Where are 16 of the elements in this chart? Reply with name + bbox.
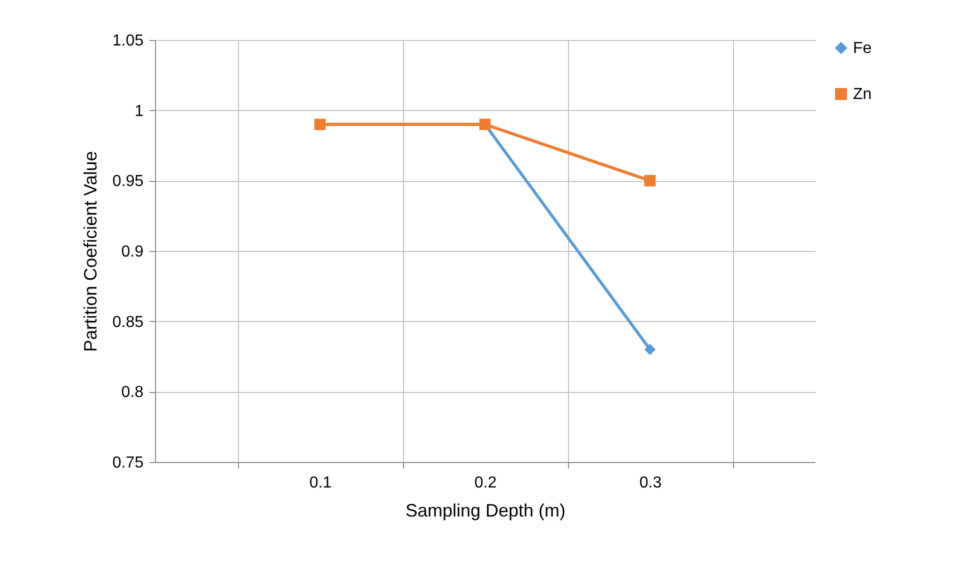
x-tick-label: 0.3 — [639, 474, 662, 492]
legend-label: Fe — [853, 40, 872, 57]
x-axis-title: Sampling Depth (m) — [405, 500, 566, 520]
y-tick-label: 0.85 — [112, 314, 144, 331]
y-axis-title: Partition Coeficient Value — [80, 151, 100, 352]
x-tick-label: 0.2 — [474, 474, 497, 492]
y-tick-label: 0.8 — [121, 384, 144, 402]
x-tick-label: 0.1 — [309, 474, 332, 492]
legend-label: Zn — [853, 86, 872, 103]
y-tick-label: 0.95 — [112, 173, 144, 190]
y-tick-label: 1 — [134, 102, 144, 120]
y-tick-label: 1.05 — [112, 32, 144, 50]
y-tick-label: 0.75 — [112, 454, 144, 472]
point — [644, 174, 656, 186]
y-tick-label: 0.9 — [121, 244, 144, 260]
point — [644, 344, 656, 356]
